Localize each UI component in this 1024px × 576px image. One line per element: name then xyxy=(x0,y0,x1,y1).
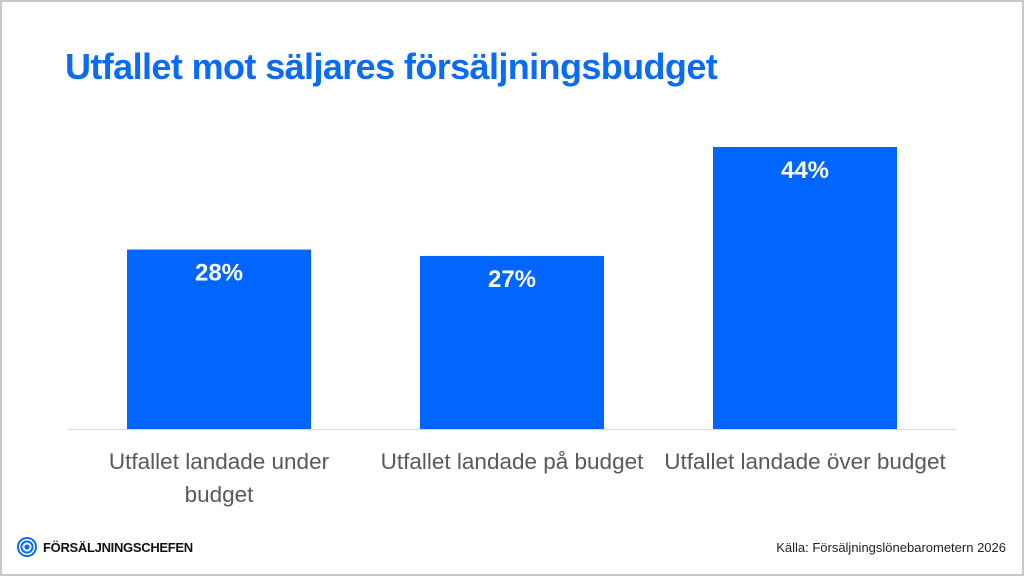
bar-data-label: 27% xyxy=(488,266,536,293)
bar xyxy=(420,255,604,429)
target-logo-icon xyxy=(17,537,37,557)
category-label: Utfallet landade på budget xyxy=(380,449,644,474)
category-label: Utfallet landade under budget xyxy=(108,449,330,507)
chart-title: Utfallet mot säljares försäljningsbudget xyxy=(65,46,718,87)
logo: FÖRSÄLJNINGSCHEFEN xyxy=(17,537,193,557)
category-label: Utfallet landade över budget xyxy=(664,449,946,474)
bar xyxy=(127,249,311,429)
bar xyxy=(713,147,897,429)
logo-text: FÖRSÄLJNINGSCHEFEN xyxy=(43,539,193,555)
bar-data-label: 44% xyxy=(781,157,829,184)
bar-data-label: 28% xyxy=(195,260,243,287)
source-note: Källa: Försäljningslönebarometern 2026 xyxy=(776,540,1006,555)
